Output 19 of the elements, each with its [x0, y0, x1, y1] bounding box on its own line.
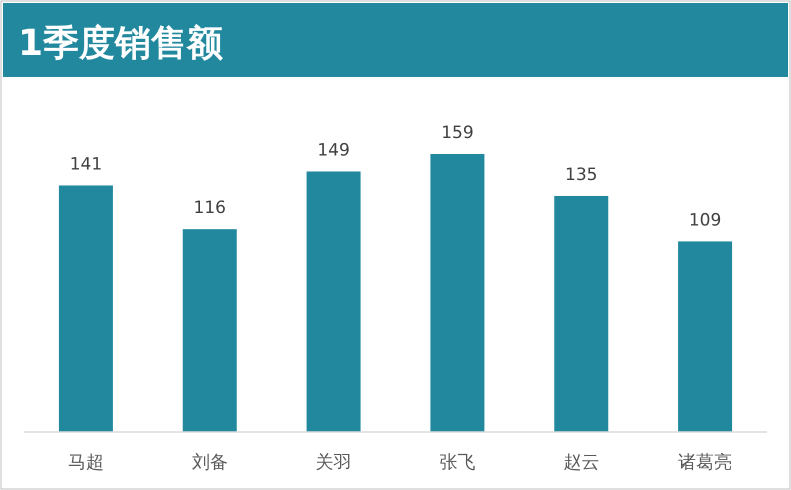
bar	[430, 154, 484, 432]
bar	[182, 229, 237, 432]
x-tick-label: 刘备	[192, 452, 228, 473]
data-label: 141	[70, 154, 102, 174]
data-label: 135	[565, 164, 598, 185]
x-tick-label: 诸葛亮	[678, 452, 732, 473]
data-label: 149	[317, 140, 350, 160]
bar	[554, 196, 608, 432]
chart-title: 1季度销售额	[18, 23, 224, 64]
data-label: 116	[194, 198, 226, 218]
bar	[58, 185, 113, 432]
bar	[678, 241, 732, 432]
bar	[306, 171, 361, 432]
x-tick-label: 马超	[68, 452, 104, 473]
x-tick-label: 关羽	[316, 452, 352, 473]
x-tick-label: 赵云	[563, 452, 600, 473]
data-label: 159	[441, 123, 474, 143]
data-label: 109	[688, 210, 722, 230]
x-tick-label: 张飞	[439, 452, 476, 473]
